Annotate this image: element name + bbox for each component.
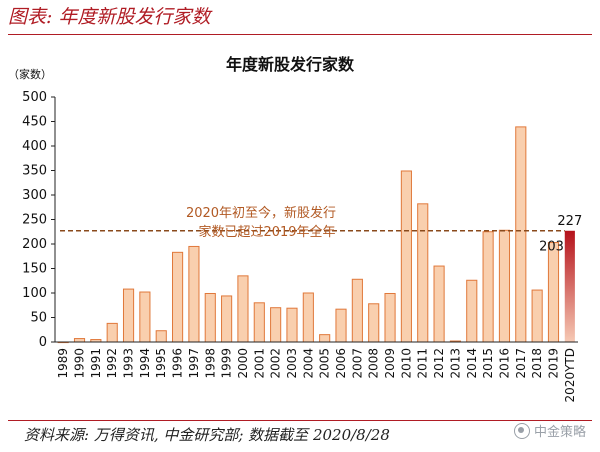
x-tick-label: 2016 <box>497 348 511 379</box>
x-tick-label: 1996 <box>171 348 185 379</box>
y-tick-label: 300 <box>22 188 47 203</box>
x-tick-label: 2011 <box>416 348 430 379</box>
x-tick-label: 2007 <box>350 348 364 379</box>
y-tick-label: 250 <box>22 213 47 228</box>
x-tick-label: 2012 <box>432 348 446 379</box>
x-tick-label: 2018 <box>530 348 544 379</box>
x-tick-label: 2005 <box>318 348 332 379</box>
y-tick-label: 50 <box>30 311 47 326</box>
y-axis: 0 50 100 150 200 250 300 350 400 450 500 <box>22 90 56 350</box>
y-tick-label: 150 <box>22 262 47 277</box>
x-tick-label: 2002 <box>269 348 283 379</box>
bar-2019 <box>547 242 560 343</box>
annotation-line-2: 家数已超过2019年全年 <box>198 224 335 240</box>
bar-2016 <box>498 229 511 343</box>
x-tick-label: 1991 <box>89 348 103 379</box>
x-tick-label: 2003 <box>285 348 299 379</box>
data-label-2019: 203 <box>539 240 564 255</box>
x-tick-label: 1993 <box>122 348 136 379</box>
data-labels: 203 227 <box>539 214 582 255</box>
data-label-2020YTD: 227 <box>557 214 582 229</box>
bar-1996 <box>172 251 184 343</box>
bar-2003 <box>286 307 298 343</box>
x-tick-label: 1999 <box>220 348 234 379</box>
x-tick-label: 2000 <box>236 348 250 379</box>
bar-1999 <box>221 295 233 343</box>
wechat-icon <box>513 422 530 439</box>
x-tick-label: 2014 <box>465 348 479 379</box>
y-tick-label: 350 <box>22 164 47 179</box>
x-tick-label: 2006 <box>334 348 348 379</box>
y-tick-label: 100 <box>22 286 47 301</box>
bar-2018 <box>531 289 543 343</box>
x-axis: 1989 1990 1991 1992 1993 1994 1995 1996 1997 1998… <box>55 341 578 402</box>
bar-2012 <box>433 265 445 343</box>
x-tick-label: 2015 <box>481 348 495 379</box>
bar-2002 <box>270 307 282 343</box>
bar-chart: 年度新股发行家数 （家数） 0 50 100 150 200 250 300 350 400 45… <box>8 55 582 402</box>
bar-2008 <box>368 303 380 343</box>
bar-2004 <box>302 292 314 343</box>
x-tick-label: 2008 <box>367 348 381 379</box>
x-tick-label: 2017 <box>514 348 528 379</box>
x-tick-label: 2013 <box>448 348 462 379</box>
footer-divider <box>8 420 592 421</box>
bar-1992 <box>106 322 118 343</box>
source-note: 资料来源: 万得资讯, 中金研究部; 数据截至 2020/8/28 <box>24 426 390 444</box>
bar-2015 <box>482 231 494 343</box>
bar-1994 <box>139 291 151 343</box>
watermark-label: 中金策略 <box>533 425 586 440</box>
header-divider <box>8 34 592 35</box>
x-tick-label: 1994 <box>138 348 152 379</box>
x-tick-label: 1992 <box>105 348 119 379</box>
bar-1993 <box>122 288 135 343</box>
bar-1998 <box>204 292 216 343</box>
x-tick-label: 1990 <box>73 348 87 379</box>
y-tick-label: 200 <box>22 237 47 252</box>
bar-2000 <box>237 275 249 343</box>
x-tick-label: 2010 <box>399 348 413 379</box>
bar-2020YTD <box>564 230 575 342</box>
y-tick-label: 400 <box>22 139 47 154</box>
header-title: 图表: 年度新股发行家数 <box>8 6 211 28</box>
x-tick-label: 1995 <box>154 348 168 379</box>
x-tick-label: 2001 <box>252 348 266 379</box>
bar-2007 <box>351 278 363 343</box>
x-tick-label: 1989 <box>56 348 70 379</box>
bar-2006 <box>335 308 347 343</box>
bar-1990 <box>73 338 86 343</box>
y-tick-label: 500 <box>22 90 47 105</box>
x-tick-label: 1998 <box>203 348 217 379</box>
x-tick-label: 2020YTD <box>563 348 577 402</box>
bar-1995 <box>155 330 167 343</box>
y-tick-label: 0 <box>39 335 47 350</box>
watermark: 中金策略 <box>513 421 586 440</box>
y-axis-label: （家数） <box>8 67 52 81</box>
annotation-line-1: 2020年初至今，新股发行 <box>186 205 336 221</box>
bar-1997 <box>188 245 200 343</box>
bar-2005 <box>319 334 331 343</box>
chart-title: 年度新股发行家数 <box>226 55 355 74</box>
x-tick-label: 2019 <box>546 348 560 379</box>
bar-2011 <box>417 203 429 343</box>
bar-2010 <box>400 170 412 343</box>
x-tick-label: 1997 <box>187 348 201 379</box>
x-tick-label: 2004 <box>301 348 315 379</box>
y-tick-label: 450 <box>22 115 47 130</box>
x-tick-label: 2009 <box>383 348 397 379</box>
bar-2009 <box>384 292 396 343</box>
bar-2001 <box>253 302 265 343</box>
bar-2014 <box>466 279 478 343</box>
bar-2017 <box>515 126 527 343</box>
